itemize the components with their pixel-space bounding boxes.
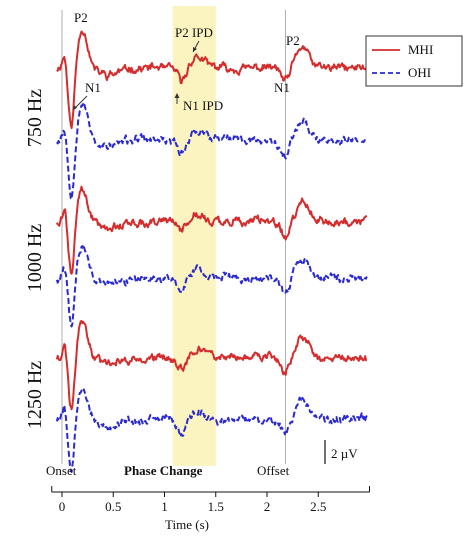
p2-onset-label: P2	[74, 10, 88, 25]
row-label-1250: 1250 Hz	[24, 361, 46, 429]
x-tick-label: 0.5	[105, 499, 121, 514]
p2-ipd-label: P2 IPD	[175, 25, 213, 40]
trace-ohi-row-1	[56, 101, 368, 201]
n1-onset-arrowhead	[73, 105, 77, 110]
x-tick-label: 2.5	[310, 499, 326, 514]
offset-label: Offset	[257, 463, 290, 478]
n1-onset-label: N1	[85, 80, 101, 95]
row-label-1000: 1000 Hz	[24, 224, 46, 292]
x-axis-label: Time (s)	[165, 517, 209, 532]
trace-mhi-row-2	[55, 185, 368, 275]
x-tick-label: 0	[59, 499, 66, 514]
scale-bar-label: 2 µV	[331, 446, 358, 461]
n1-offset-label: N1	[274, 80, 290, 95]
x-tick-label: 2	[264, 499, 271, 514]
x-tick-label: 1.5	[208, 499, 224, 514]
p2-offset-label: P2	[286, 33, 300, 48]
x-axis: 0 0.5 1 1.5 2 2.5	[51, 486, 370, 514]
trace-mhi-row-3	[55, 320, 367, 411]
legend-box	[365, 35, 463, 87]
p2-ipd-arrowhead	[193, 47, 197, 52]
onset-label: Onset	[46, 463, 77, 478]
legend-ohi-label: OHI	[408, 65, 431, 80]
legend: MHI OHI	[365, 35, 463, 87]
n1-ipd-label: N1 IPD	[183, 98, 223, 113]
trace-mhi-row-1	[56, 30, 368, 130]
trace-ohi-row-2	[55, 243, 368, 328]
trace-ohi-row-3	[55, 388, 368, 473]
n1-ipd-arrowhead	[174, 93, 180, 98]
row-label-750: 750 Hz	[24, 89, 46, 147]
x-tick-label: 1	[161, 499, 168, 514]
legend-mhi-label: MHI	[408, 42, 433, 57]
phase-change-label: Phase Change	[124, 463, 203, 478]
waveform-traces	[55, 30, 368, 473]
